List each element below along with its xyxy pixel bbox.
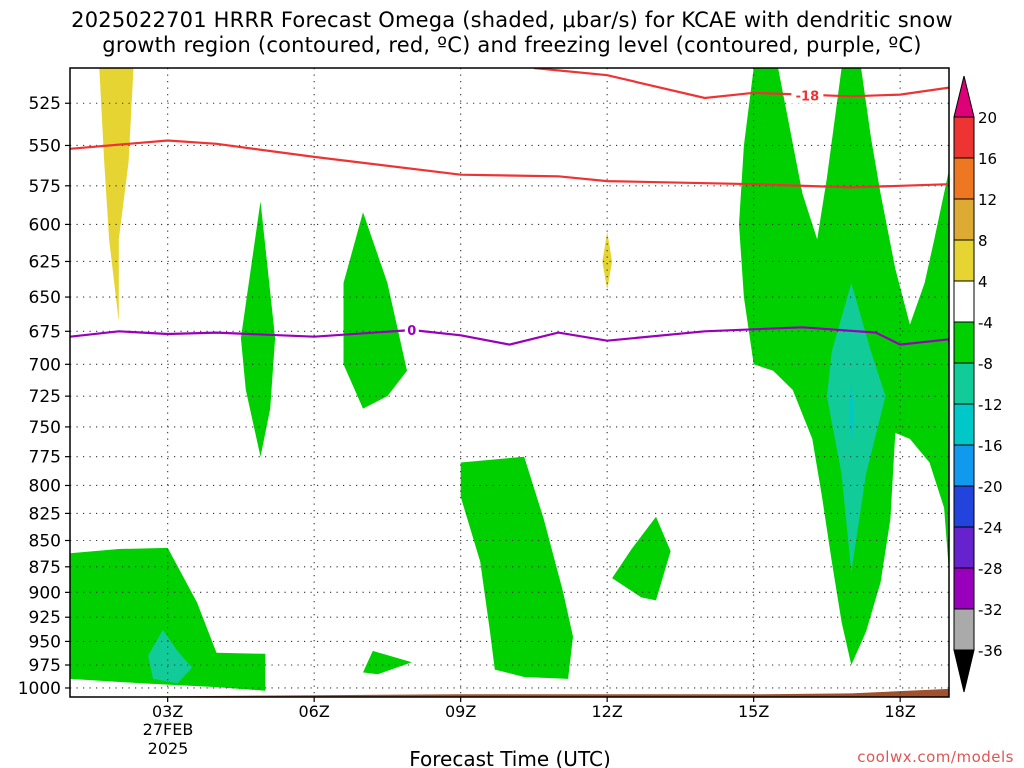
colorbar-top-arrow: [953, 75, 975, 118]
y-tick-label-525: 525: [29, 94, 61, 114]
colorbar-swatch-13: [953, 608, 975, 651]
y-tick-label-625: 625: [29, 252, 61, 272]
y-tick-label-900: 900: [29, 583, 61, 603]
contour-lines: -18 0: [70, 68, 949, 346]
omega-region-2: [240, 201, 276, 457]
axes: 525 550 575 600 625 650 675 700 725 750 775 800 825 8…: [18, 94, 916, 721]
colorbar-swatch-5: [953, 280, 975, 323]
omega-region-1: [602, 231, 613, 290]
contour-label-minus18: -18: [796, 89, 820, 104]
site-credit: coolwx.com/models: [857, 748, 1014, 766]
omega-region-6: [70, 547, 266, 691]
colorbar-swatch-3: [953, 198, 975, 241]
y-tick-label-775: 775: [29, 448, 61, 468]
x-tick-label-06Z: 06Z: [299, 702, 330, 721]
omega-region-10: [148, 629, 193, 684]
grid-lines: [70, 68, 949, 697]
y-tick-label-550: 550: [29, 136, 61, 156]
colorbar-label-12: 12: [978, 191, 997, 209]
x-tick-label-15Z: 15Z: [738, 702, 769, 721]
colorbar-label--8: -8: [978, 355, 993, 373]
colorbar-swatch-7: [953, 362, 975, 405]
chart-title: 2025022701 HRRR Forecast Omega (shaded, …: [0, 8, 1024, 58]
colorbar: 20 16 12 8 4 -4 -8 -12 -16 -20 -24 -28 -32 -36: [953, 75, 1003, 693]
colorbar-swatch-9: [953, 444, 975, 487]
omega-region-3: [343, 212, 407, 409]
colorbar-swatch-8: [953, 403, 975, 446]
chart-title-line-1: 2025022701 HRRR Forecast Omega (shaded, …: [71, 8, 953, 32]
x-tick-label-09Z: 09Z: [445, 702, 476, 721]
colorbar-label--20: -20: [978, 478, 1003, 496]
colorbar-label--24: -24: [978, 519, 1003, 537]
y-tick-label-600: 600: [29, 215, 61, 235]
omega-region-7: [363, 650, 412, 675]
colorbar-label--12: -12: [978, 396, 1003, 414]
colorbar-label-8: 8: [978, 232, 988, 250]
y-tick-label-750: 750: [29, 418, 61, 438]
colorbar-label--36: -36: [978, 642, 1003, 660]
colorbar-label-16: 16: [978, 150, 997, 168]
y-tick-label-1000: 1000: [18, 679, 61, 699]
y-tick-label-875: 875: [29, 558, 61, 578]
dendritic-upper-isotherm: [533, 68, 949, 100]
y-tick-label-800: 800: [29, 476, 61, 496]
colorbar-label--32: -32: [978, 601, 1003, 619]
colorbar-label-20: 20: [978, 109, 997, 127]
colorbar-swatch-12: [953, 567, 975, 610]
omega-region-5: [612, 516, 671, 601]
x-tick-label-18Z: 18Z: [885, 702, 916, 721]
x-axis-label: Forecast Time (UTC): [409, 747, 611, 768]
y-tick-label-950: 950: [29, 632, 61, 652]
omega-region-11: [848, 377, 854, 445]
date-label-year: 2025: [148, 739, 189, 758]
contour-label-zero: 0: [407, 324, 416, 339]
omega-region-9: [826, 283, 886, 572]
dendritic-lower-isotherm: [70, 139, 949, 189]
colorbar-label--4: -4: [978, 314, 993, 332]
contour-label-bg-18: [791, 87, 824, 104]
plot-frame: [69, 67, 950, 698]
colorbar-swatch-4: [953, 239, 975, 282]
omega-region-4: [460, 456, 573, 679]
colorbar-swatch-2: [953, 157, 975, 200]
colorbar-label--28: -28: [978, 560, 1003, 578]
y-tick-label-825: 825: [29, 504, 61, 524]
y-tick-label-975: 975: [29, 656, 61, 676]
colorbar-swatch-1: [953, 116, 975, 159]
chart-title-line-2: growth region (contoured, red, ºC) and f…: [102, 33, 922, 57]
date-label-day: 27FEB: [143, 720, 194, 739]
y-tick-label-850: 850: [29, 531, 61, 551]
y-tick-label-925: 925: [29, 608, 61, 628]
terrain-surface: [70, 688, 949, 697]
y-tick-label-650: 650: [29, 288, 61, 308]
colorbar-label-4: 4: [978, 273, 988, 291]
contour-label-bg-0: [404, 321, 419, 338]
colorbar-swatch-11: [953, 526, 975, 569]
colorbar-bottom-arrow: [953, 649, 975, 693]
omega-region-0: [99, 68, 134, 322]
y-tick-label-725: 725: [29, 387, 61, 407]
y-tick-label-575: 575: [29, 177, 61, 197]
colorbar-swatch-10: [953, 485, 975, 528]
omega-shading: [70, 68, 949, 697]
colorbar-label--16: -16: [978, 437, 1003, 455]
x-tick-label-12Z: 12Z: [592, 702, 623, 721]
colorbar-swatch-6: [953, 321, 975, 364]
y-tick-label-675: 675: [29, 322, 61, 342]
y-tick-label-700: 700: [29, 355, 61, 375]
x-tick-label-03Z: 03Z: [152, 702, 183, 721]
freezing-level-line: [70, 326, 949, 346]
